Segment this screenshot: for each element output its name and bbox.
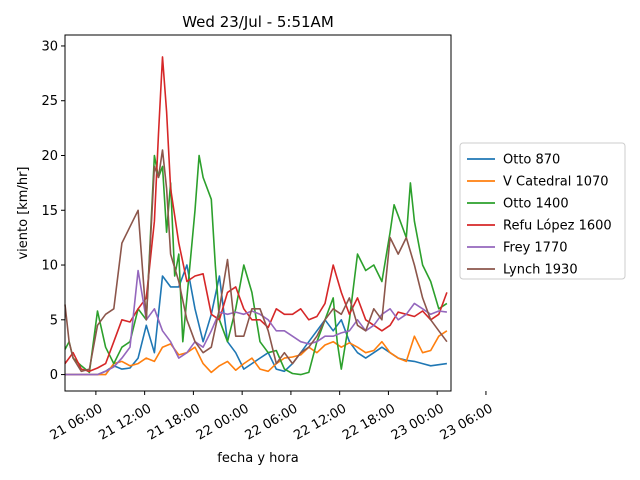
legend: Otto 870 V Catedral 1070 Otto 1400 Refu Lóp…: [459, 142, 626, 280]
legend-label-4: Frey 1770: [503, 241, 568, 256]
y-tick-label-0: 0: [50, 368, 58, 383]
legend-box: [459, 142, 626, 280]
y-tick-label-4: 20: [41, 149, 58, 164]
y-tick-label-1: 5: [50, 313, 58, 328]
y-tick-label-3: 15: [41, 204, 58, 219]
y-tick-label-6: 30: [41, 39, 58, 54]
legend-label-5: Lynch 1930: [503, 263, 578, 278]
y-tick-label-2: 10: [41, 259, 58, 274]
chart-title: Wed 23/Jul - 5:51AM: [182, 13, 334, 31]
legend-label-1: V Catedral 1070: [503, 175, 609, 190]
series-layer: [64, 56, 448, 376]
series-line-1: [65, 330, 448, 376]
series-line-0: [65, 264, 448, 376]
series-line-5: [64, 149, 448, 373]
legend-label-3: Refu López 1600: [503, 219, 612, 234]
y-tick-label-5: 25: [41, 94, 58, 109]
legend-label-2: Otto 1400: [503, 197, 569, 212]
y-axis: 0 5 10 15 20 25 30: [41, 39, 65, 383]
x-axis-label: fecha y hora: [217, 451, 298, 466]
plot-frame: [64, 34, 452, 392]
y-axis-label: viento [km/hr]: [16, 166, 31, 259]
series-line-3: [64, 56, 448, 373]
series-line-2: [64, 154, 448, 376]
legend-label-0: Otto 870: [503, 153, 560, 168]
